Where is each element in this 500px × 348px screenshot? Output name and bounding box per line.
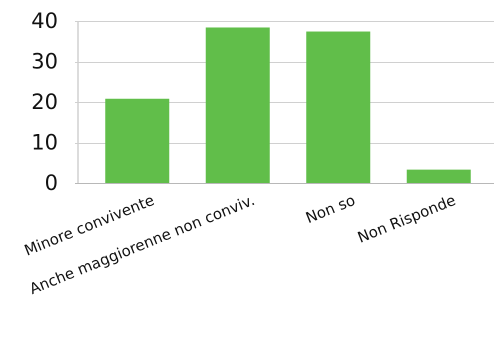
bar [406, 169, 471, 183]
bars [105, 27, 471, 184]
y-tick-label: 30 [31, 50, 58, 74]
y-axis-tick-labels: 0 10 20 30 40 [31, 9, 58, 195]
bar [105, 98, 170, 183]
x-tick-label: Non so [303, 191, 358, 227]
bar [205, 27, 270, 184]
y-tick-label: 10 [31, 131, 58, 155]
bar [306, 31, 371, 184]
y-tick-label: 20 [31, 90, 58, 114]
x-tick-label: Non Risponde [355, 191, 458, 247]
y-tick-label: 0 [45, 171, 58, 195]
y-tick-label: 40 [31, 9, 58, 33]
